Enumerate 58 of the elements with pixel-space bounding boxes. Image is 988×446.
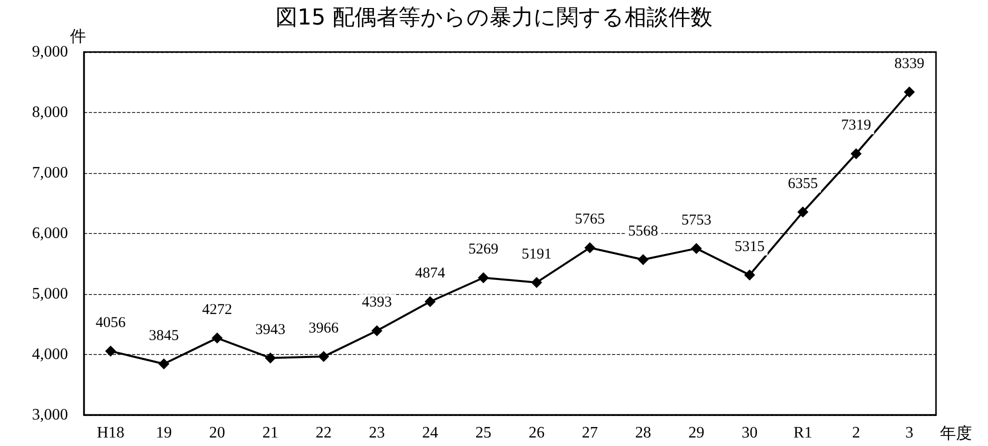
x-tick-label: 2 (852, 424, 860, 442)
data-label: 4874 (415, 266, 446, 282)
data-label: 6355 (788, 176, 818, 192)
chart-title: 図15 配偶者等からの暴力に関する相談件数 (276, 6, 712, 30)
x-tick-label: 20 (209, 424, 226, 442)
point (158, 358, 170, 370)
y-tick-label: 4,000 (32, 346, 68, 363)
point (264, 352, 276, 364)
data-label: 5753 (681, 212, 712, 228)
point (318, 351, 330, 362)
x-tick-label: 3 (905, 424, 914, 442)
data-label: 8339 (894, 56, 924, 72)
y-axis-title: 件 (70, 26, 86, 46)
x-tick-label: 27 (582, 424, 598, 442)
x-tick-label: 26 (528, 424, 545, 442)
point (531, 276, 542, 288)
data-label: 4056 (96, 315, 126, 332)
data-label: 7319 (841, 118, 872, 134)
y-tick-label: 6,000 (32, 225, 68, 242)
point (105, 346, 116, 357)
x-tick-label: 23 (368, 424, 385, 442)
point (797, 206, 808, 218)
y-tick-label: 5,000 (32, 286, 68, 302)
data-label: 5568 (628, 224, 658, 240)
data-label: 3943 (255, 322, 286, 338)
x-tick-label: 24 (422, 424, 438, 442)
data-label: 4393 (362, 294, 392, 311)
x-axis-title: 年度 (940, 424, 972, 442)
point (744, 269, 756, 280)
point (478, 272, 489, 284)
point (690, 242, 702, 254)
y-tick-label: 8,000 (32, 104, 68, 121)
x-tick-label: 28 (635, 424, 652, 442)
x-tick-label: 22 (316, 424, 332, 442)
point (371, 325, 382, 336)
x-tick-label: 30 (742, 424, 758, 442)
point (638, 254, 649, 266)
x-tick-label: R1 (794, 424, 812, 442)
y-tick-label: 3,000 (32, 406, 68, 424)
point (212, 332, 223, 344)
data-label: 4272 (202, 302, 232, 318)
x-tick-label: 21 (262, 424, 278, 442)
point (904, 86, 915, 98)
data-label: 3845 (148, 328, 179, 344)
x-tick-label: 25 (475, 424, 492, 442)
y-tick-label: 7,000 (32, 164, 68, 182)
data-label: 5765 (574, 212, 605, 228)
data-label: 5191 (522, 246, 552, 262)
data-label: 5315 (734, 238, 765, 255)
y-tick-label: 9,000 (32, 44, 68, 60)
x-tick-label: 29 (688, 424, 704, 442)
data-label: 5269 (468, 242, 498, 258)
data-label: 3966 (308, 320, 340, 337)
x-tick-label: 19 (156, 424, 172, 442)
point (424, 296, 436, 308)
point (850, 148, 862, 160)
point (584, 242, 596, 254)
x-tick-label: H18 (96, 424, 124, 442)
